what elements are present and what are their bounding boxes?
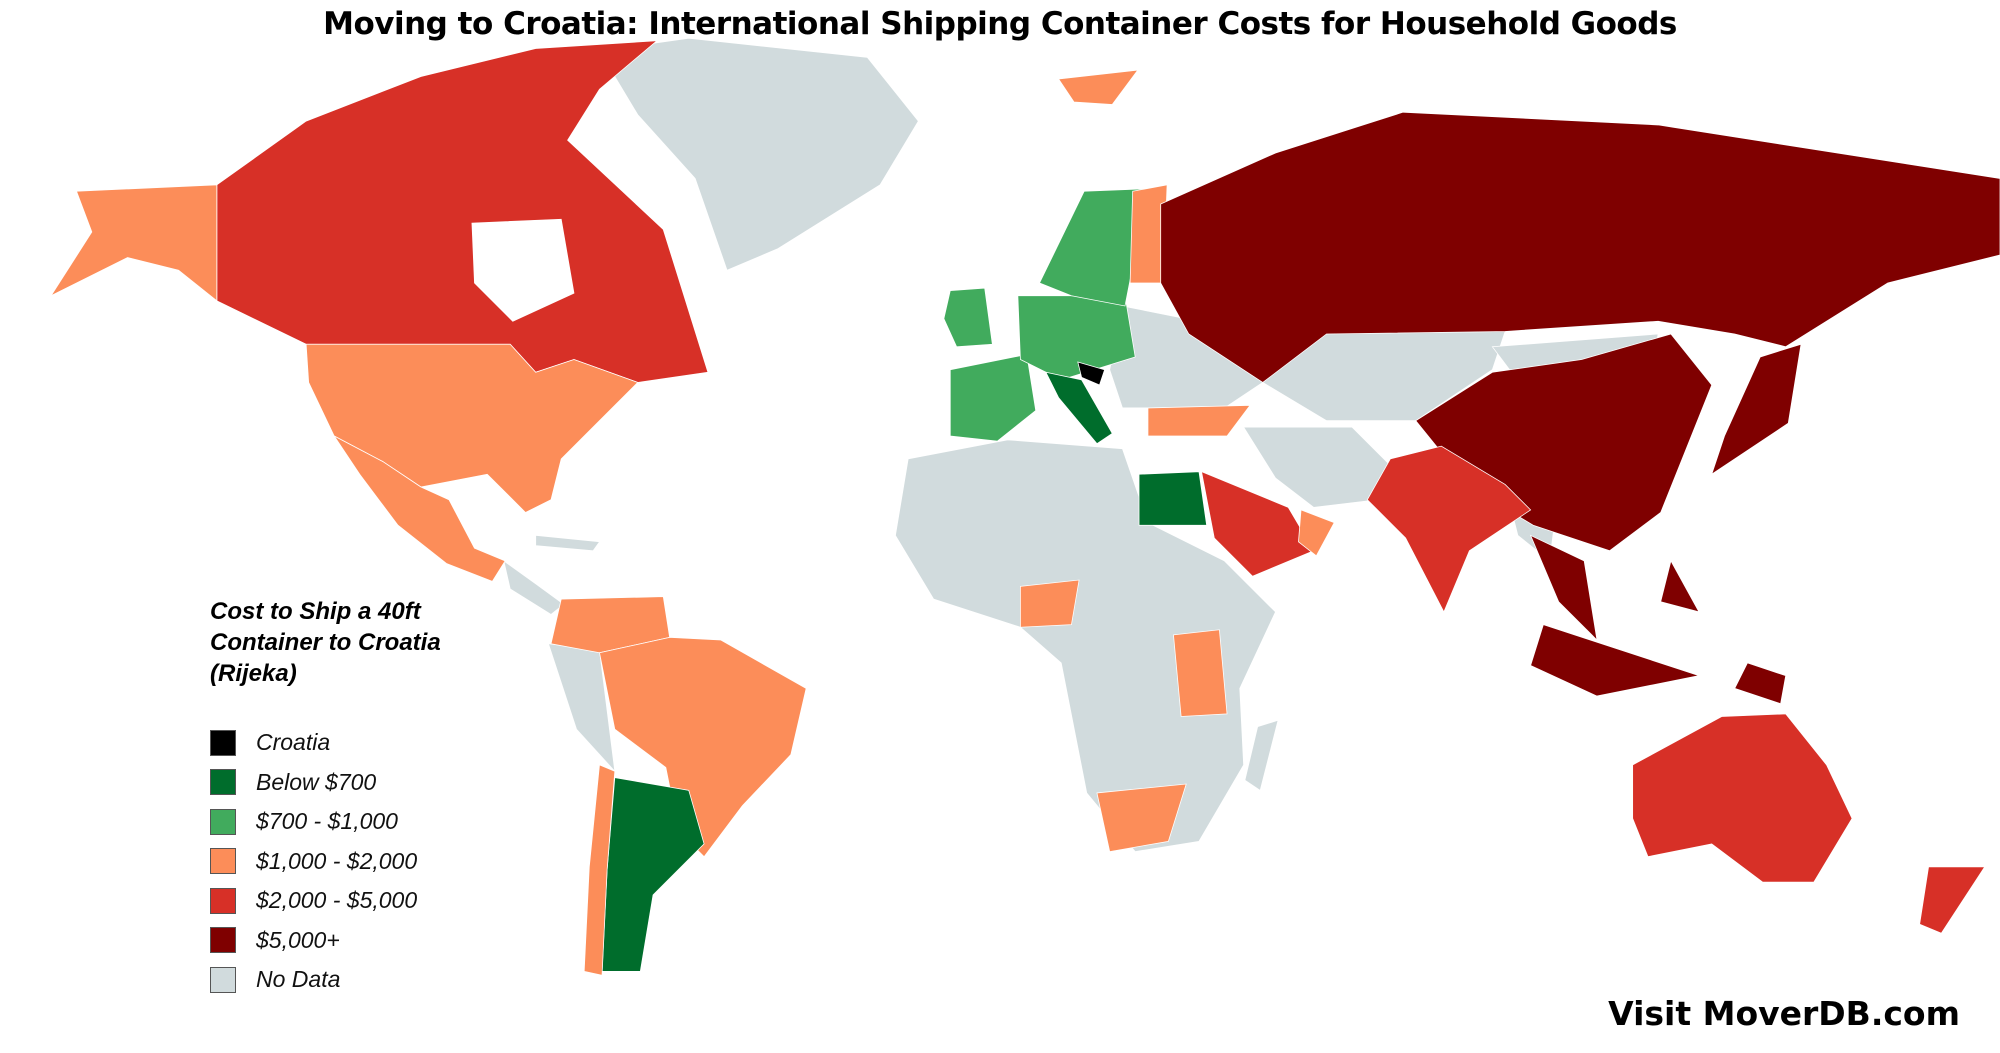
region-argentina <box>601 777 705 972</box>
legend-item-2000-5000: $2,000 - $5,000 <box>210 881 530 921</box>
region-alaska <box>49 184 218 302</box>
hudson-bay <box>471 218 575 322</box>
map-title: Moving to Croatia: International Shippin… <box>323 6 1677 42</box>
greenland <box>598 37 919 271</box>
legend-label: $5,000+ <box>256 926 340 953</box>
legend-item-700-1000: $700 - $1,000 <box>210 802 530 842</box>
legend-item-5000-plus: $5,000+ <box>210 921 530 961</box>
region-new-zealand <box>1919 866 1986 934</box>
region-egypt <box>1138 471 1208 526</box>
legend-item-below-700: Below $700 <box>210 763 530 803</box>
caribbean <box>535 535 601 552</box>
region-italy <box>1045 371 1113 445</box>
legend-swatch <box>210 887 236 914</box>
legend-label: $700 - $1,000 <box>256 808 398 835</box>
legend-items: Croatia Below $700 $700 - $1,000 $1,000 … <box>210 723 530 1000</box>
legend-title: Cost to Ship a 40ft Container to Croatia… <box>210 598 441 687</box>
region-chile <box>583 764 616 976</box>
region-nigeria <box>1020 579 1080 628</box>
footer-link: Visit MoverDB.com <box>1608 994 1960 1033</box>
region-mexico <box>333 435 506 582</box>
region-india <box>1366 445 1532 613</box>
region-france-spain <box>949 353 1037 442</box>
legend-label: Below $700 <box>256 768 377 795</box>
region-united-kingdom <box>943 287 993 348</box>
legend-swatch <box>210 848 236 875</box>
region-brazil <box>599 637 807 858</box>
region-russia <box>1160 111 2000 383</box>
region-papua-new-guinea <box>1734 662 1787 705</box>
region-australia <box>1632 713 1853 883</box>
legend-label: Croatia <box>256 729 331 756</box>
region-croatia <box>1077 361 1106 386</box>
africa <box>895 439 1276 852</box>
legend-swatch <box>210 729 236 756</box>
iran-region <box>1242 426 1391 508</box>
region-saudi-arabia <box>1201 471 1315 577</box>
region-southeast-asia <box>1529 534 1598 642</box>
region-svalbard <box>1058 69 1139 105</box>
legend-swatch <box>210 769 236 796</box>
legend-swatch <box>210 808 236 835</box>
legend-label: $1,000 - $2,000 <box>256 847 418 874</box>
region-south-africa <box>1096 783 1187 853</box>
legend-item-croatia: Croatia <box>210 723 530 763</box>
region-kenya-tanzania <box>1173 629 1228 717</box>
central-america <box>503 560 565 615</box>
region-philippines <box>1660 559 1700 613</box>
legend-swatch <box>210 966 236 993</box>
region-turkey <box>1147 404 1251 437</box>
legend-item-no-data: No Data <box>210 960 530 1000</box>
legend-label: No Data <box>256 966 341 993</box>
region-oman <box>1298 509 1335 557</box>
region-united-states <box>305 343 639 513</box>
madagascar <box>1244 719 1279 792</box>
region-indonesia <box>1530 624 1701 697</box>
region-japan <box>1711 343 1802 476</box>
legend-swatch <box>210 927 236 954</box>
legend: Cost to Ship a 40ft Container to Croatia… <box>210 596 530 1000</box>
legend-label: $2,000 - $5,000 <box>256 887 418 914</box>
legend-item-1000-2000: $1,000 - $2,000 <box>210 842 530 882</box>
